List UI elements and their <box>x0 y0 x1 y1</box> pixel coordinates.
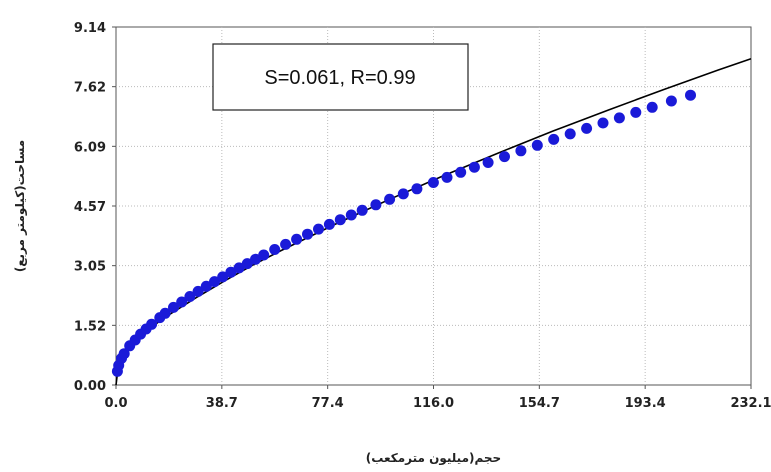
x-tick-label: 193.4 <box>625 396 666 411</box>
data-point <box>159 307 171 319</box>
data-point <box>291 233 303 245</box>
data-point <box>345 209 357 221</box>
data-point <box>482 157 494 168</box>
annotation-box <box>212 43 469 111</box>
data-point <box>323 218 335 230</box>
x-tick-label: 38.7 <box>206 396 238 411</box>
x-tick-label: 232.1 <box>730 396 771 411</box>
data-point <box>397 188 409 200</box>
data-point <box>499 151 510 163</box>
data-point <box>597 117 609 129</box>
point-layer <box>111 89 696 377</box>
data-point <box>225 266 237 278</box>
data-point <box>280 238 292 250</box>
x-tick-label: 77.4 <box>312 396 344 411</box>
data-point <box>630 106 642 118</box>
y-axis-label: مساحت(کیلومتر مربع) <box>13 140 28 272</box>
y-tick-label: 7.62 <box>74 81 106 96</box>
data-point <box>548 133 560 145</box>
y-tick-label: 6.09 <box>74 140 106 155</box>
data-point <box>269 244 281 255</box>
x-tick-label: 116.0 <box>413 396 454 411</box>
data-point <box>192 285 204 297</box>
data-point <box>441 171 453 183</box>
data-point <box>184 291 196 302</box>
data-point <box>118 348 130 360</box>
data-point <box>455 166 467 178</box>
axis-ticks: 0.0 38.7 77.4 116.0 154.7 193.4 232.1 0.00 1.52 3… <box>74 21 771 411</box>
data-point <box>334 214 346 226</box>
data-point <box>685 89 696 101</box>
data-point <box>613 112 625 124</box>
data-point <box>233 262 245 274</box>
data-point <box>200 280 212 292</box>
y-tick-label: 1.52 <box>74 319 106 334</box>
data-point <box>356 204 368 216</box>
y-tick-label: 3.05 <box>74 260 106 275</box>
data-point <box>564 128 576 140</box>
data-point <box>370 199 382 211</box>
data-point <box>411 183 423 195</box>
data-point <box>427 177 439 188</box>
data-point <box>665 95 677 107</box>
y-tick-label: 4.57 <box>74 200 106 215</box>
data-point <box>302 228 313 240</box>
x-tick-label: 154.7 <box>519 396 560 411</box>
y-tick-label: 0.00 <box>74 379 106 394</box>
data-point <box>531 139 543 151</box>
data-point <box>146 318 158 330</box>
data-point <box>646 101 658 113</box>
data-point <box>258 249 270 261</box>
data-point <box>250 253 261 265</box>
data-point <box>515 145 527 157</box>
y-tick-label: 9.14 <box>74 21 106 36</box>
data-point <box>168 301 179 313</box>
data-point <box>468 161 480 173</box>
data-point <box>241 258 253 270</box>
annotation-text: S=0.061, R=0.99 <box>264 67 415 89</box>
data-point <box>581 122 593 134</box>
data-point <box>217 271 229 283</box>
data-point <box>209 276 220 288</box>
data-point <box>384 193 396 205</box>
x-axis-label: حجم(میلیون مترمکعب) <box>366 451 501 466</box>
data-point <box>313 223 324 235</box>
data-point <box>176 296 188 308</box>
x-tick-label: 0.0 <box>104 396 127 411</box>
